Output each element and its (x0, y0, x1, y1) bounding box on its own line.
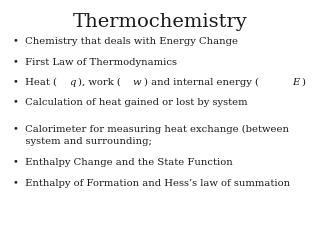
Text: •  Calculation of heat gained or lost by system: • Calculation of heat gained or lost by … (13, 98, 247, 108)
Text: ), work (: ), work ( (78, 78, 120, 87)
Text: ) and internal energy (: ) and internal energy ( (144, 78, 259, 87)
Text: •  Calorimeter for measuring heat exchange (between
    system and surrounding;: • Calorimeter for measuring heat exchang… (13, 125, 289, 146)
Text: ): ) (301, 78, 305, 87)
Text: •  Enthalpy of Formation and Hess’s law of summation: • Enthalpy of Formation and Hess’s law o… (13, 179, 290, 188)
Text: •  Heat (: • Heat ( (13, 78, 57, 87)
Text: w: w (133, 78, 141, 87)
Text: •  Enthalpy Change and the State Function: • Enthalpy Change and the State Function (13, 158, 233, 168)
Text: E: E (292, 78, 299, 87)
Text: Thermochemistry: Thermochemistry (73, 13, 247, 31)
Text: q: q (69, 78, 76, 87)
Text: •  Chemistry that deals with Energy Change: • Chemistry that deals with Energy Chang… (13, 37, 238, 46)
Text: •  First Law of Thermodynamics: • First Law of Thermodynamics (13, 58, 177, 66)
